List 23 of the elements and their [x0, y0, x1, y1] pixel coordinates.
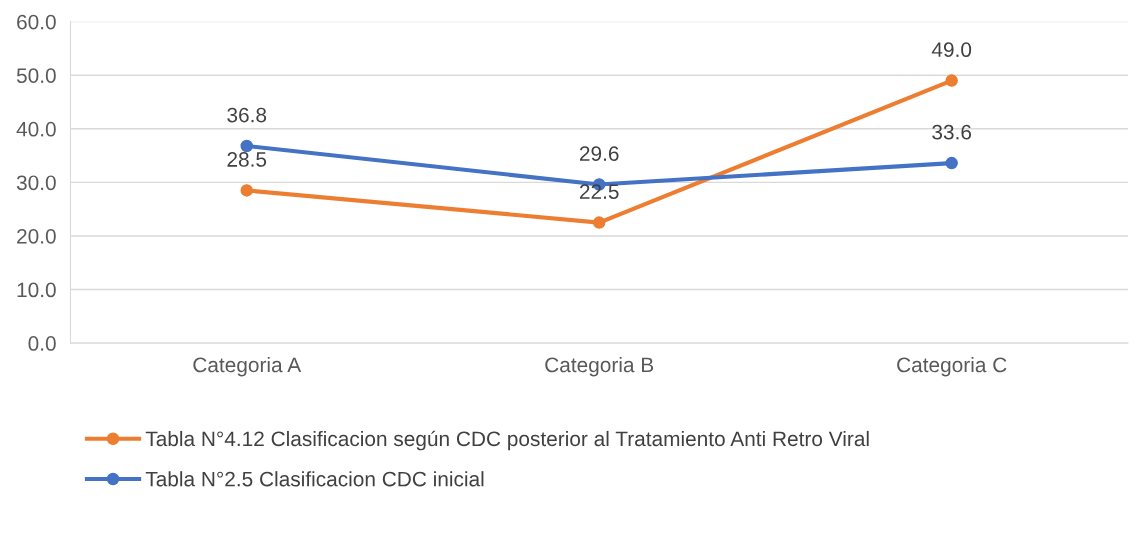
- x-tick-label: Categoria C: [897, 356, 1007, 377]
- legend-label: Tabla N°2.5 Clasificacion CDC inicial: [145, 471, 484, 487]
- y-tick-label: 30.0: [16, 175, 56, 191]
- y-tick-label: 60.0: [17, 14, 56, 30]
- point: [945, 156, 958, 170]
- x-tick-label: Categoria B: [545, 356, 654, 377]
- legend-label: Tabla N°4.12 Clasificacion según CDC posterior al Tratamiento Anti Retro Viral: [145, 430, 869, 451]
- data-label: 29.6: [579, 146, 619, 161]
- data-label: 28.5: [227, 152, 267, 167]
- data-label: 22.5: [579, 184, 619, 199]
- y-tick-label: 40.0: [16, 121, 56, 137]
- y-tick-label: 50.0: [16, 68, 56, 83]
- point: [592, 216, 606, 229]
- data-label: 33.6: [932, 124, 972, 140]
- data-label: 36.8: [227, 107, 267, 123]
- point: [945, 74, 958, 87]
- data-label: 49.0: [931, 42, 972, 58]
- y-tick-label: 20.0: [17, 228, 56, 244]
- point: [240, 184, 253, 197]
- x-tick-label: Categoria A: [193, 356, 302, 377]
- y-tick-label: 0.0: [28, 336, 56, 351]
- point: [240, 139, 253, 153]
- y-tick-label: 10.0: [17, 282, 56, 298]
